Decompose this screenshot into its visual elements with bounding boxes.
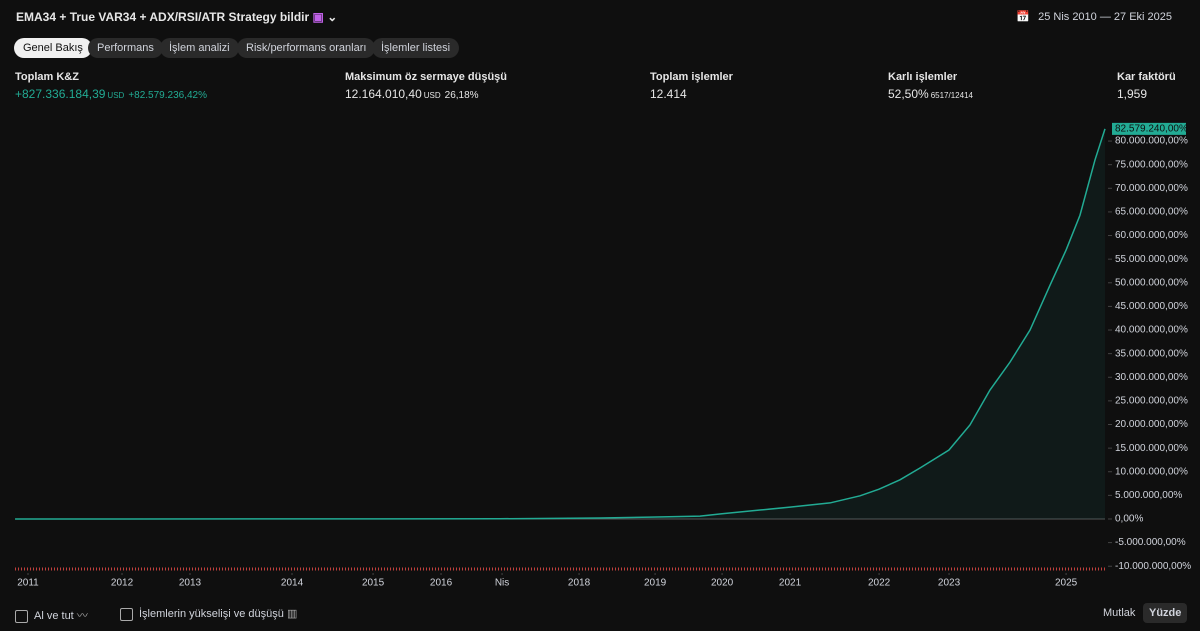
stat-label: Karlı işlemler bbox=[888, 71, 958, 83]
y-tick-label: 5.000.000,00% bbox=[1115, 490, 1182, 501]
y-tick-label: 60.000.000,00% bbox=[1115, 230, 1188, 241]
stat-value: 52,50% 6517/12414 bbox=[888, 87, 973, 101]
stat-label: Kar faktörü bbox=[1117, 71, 1176, 83]
stat-value: 12.414 bbox=[650, 87, 687, 101]
y-tick-label: 65.000.000,00% bbox=[1115, 207, 1188, 218]
y-tick-label: -10.000.000,00% bbox=[1115, 561, 1191, 572]
tab[interactable]: İşlem analizi bbox=[160, 38, 239, 58]
x-tick-label: 2021 bbox=[779, 578, 802, 589]
sub: +82.579.236,42% bbox=[128, 90, 207, 101]
runup-toggle[interactable]: İşlemlerin yükselişi ve düşüşü ▥ bbox=[120, 607, 297, 621]
stat-label: Toplam K&Z bbox=[15, 71, 79, 83]
x-tick-label: 2014 bbox=[281, 578, 304, 589]
y-tick-label: 80.000.000,00% bbox=[1115, 136, 1188, 147]
toggle-text: İşlemlerin yükselişi ve düşüşü bbox=[139, 608, 284, 620]
y-tick-label: 55.000.000,00% bbox=[1115, 254, 1188, 265]
last-value-label: 82.579.240,00% bbox=[1115, 124, 1188, 135]
last-value-box bbox=[1112, 122, 1186, 135]
equity-line bbox=[15, 128, 1106, 520]
tab[interactable]: Performans bbox=[88, 38, 163, 58]
y-tick-label: -5.000.000,00% bbox=[1115, 537, 1186, 548]
unit: USD bbox=[107, 91, 125, 100]
stat-value: 12.164.010,40 USD 26,18% bbox=[345, 87, 479, 101]
x-tick-label: Nis bbox=[495, 578, 509, 589]
x-tick-label: 2013 bbox=[179, 578, 202, 589]
stat-value: 1,959 bbox=[1117, 87, 1148, 101]
y-tick-label: 45.000.000,00% bbox=[1115, 301, 1188, 312]
toggle-text: Al ve tut bbox=[34, 610, 74, 622]
y-tick-label: 75.000.000,00% bbox=[1115, 159, 1188, 170]
value: 12.164.010,40 bbox=[345, 87, 422, 101]
strategy-title[interactable]: EMA34 + True VAR34 + ADX/RSI/ATR Strateg… bbox=[16, 10, 338, 24]
date-text: 25 Nis 2010 — 27 Eki 2025 bbox=[1038, 11, 1172, 23]
y-tick-label: 35.000.000,00% bbox=[1115, 348, 1188, 359]
buy-hold-toggle[interactable]: Al ve tut 〰 bbox=[15, 607, 88, 623]
y-tick-label: 25.000.000,00% bbox=[1115, 396, 1188, 407]
x-tick-label: 2020 bbox=[711, 578, 734, 589]
y-tick-label: 20.000.000,00% bbox=[1115, 419, 1188, 430]
unit: USD bbox=[423, 91, 441, 100]
y-tick-label: 70.000.000,00% bbox=[1115, 183, 1188, 194]
y-tick-label: 30.000.000,00% bbox=[1115, 372, 1188, 383]
y-tick-label: 50.000.000,00% bbox=[1115, 277, 1188, 288]
x-tick-label: 2019 bbox=[644, 578, 667, 589]
y-tick-label: 15.000.000,00% bbox=[1115, 443, 1188, 454]
y-tick-label: 10.000.000,00% bbox=[1115, 466, 1188, 477]
x-tick-label: 2025 bbox=[1055, 578, 1078, 589]
chart: -10.000.000,00% -5.000.000,00% 0,00% 5.000.… bbox=[15, 122, 1191, 589]
percent-button[interactable]: Yüzde bbox=[1143, 603, 1188, 623]
x-tick-label: 2012 bbox=[111, 578, 134, 589]
tab[interactable]: Genel Bakış bbox=[14, 38, 92, 58]
x-tick-label: 2023 bbox=[938, 578, 961, 589]
value: 52,50% bbox=[888, 87, 929, 101]
stat-label: Toplam işlemler bbox=[650, 71, 733, 83]
y-tick-label: 0,00% bbox=[1115, 514, 1143, 525]
stat-value: +827.336.184,39 USD +82.579.236,42% bbox=[15, 87, 207, 101]
title-text: EMA34 + True VAR34 + ADX/RSI/ATR Strateg… bbox=[16, 10, 310, 24]
equity-area bbox=[15, 128, 1106, 519]
date-range[interactable]: 📅 25 Nis 2010 — 27 Eki 2025 bbox=[1016, 11, 1172, 23]
tab[interactable]: İşlemler listesi bbox=[372, 38, 460, 58]
x-tick-label: 2022 bbox=[868, 578, 891, 589]
tab[interactable]: Risk/performans oranları bbox=[237, 38, 376, 58]
x-tick-label: 2016 bbox=[430, 578, 453, 589]
stat-label: Maksimum öz sermaye düşüşü bbox=[345, 71, 508, 83]
x-tick-label: 2018 bbox=[568, 578, 591, 589]
y-tick-label: 40.000.000,00% bbox=[1115, 325, 1188, 336]
value: +827.336.184,39 bbox=[15, 87, 106, 101]
absolute-button[interactable]: Mutlak bbox=[1103, 607, 1136, 619]
sub: 26,18% bbox=[444, 90, 479, 101]
x-tick-label: 2015 bbox=[362, 578, 385, 589]
x-tick-label: 2011 bbox=[17, 578, 39, 589]
sub: 6517/12414 bbox=[930, 91, 973, 100]
